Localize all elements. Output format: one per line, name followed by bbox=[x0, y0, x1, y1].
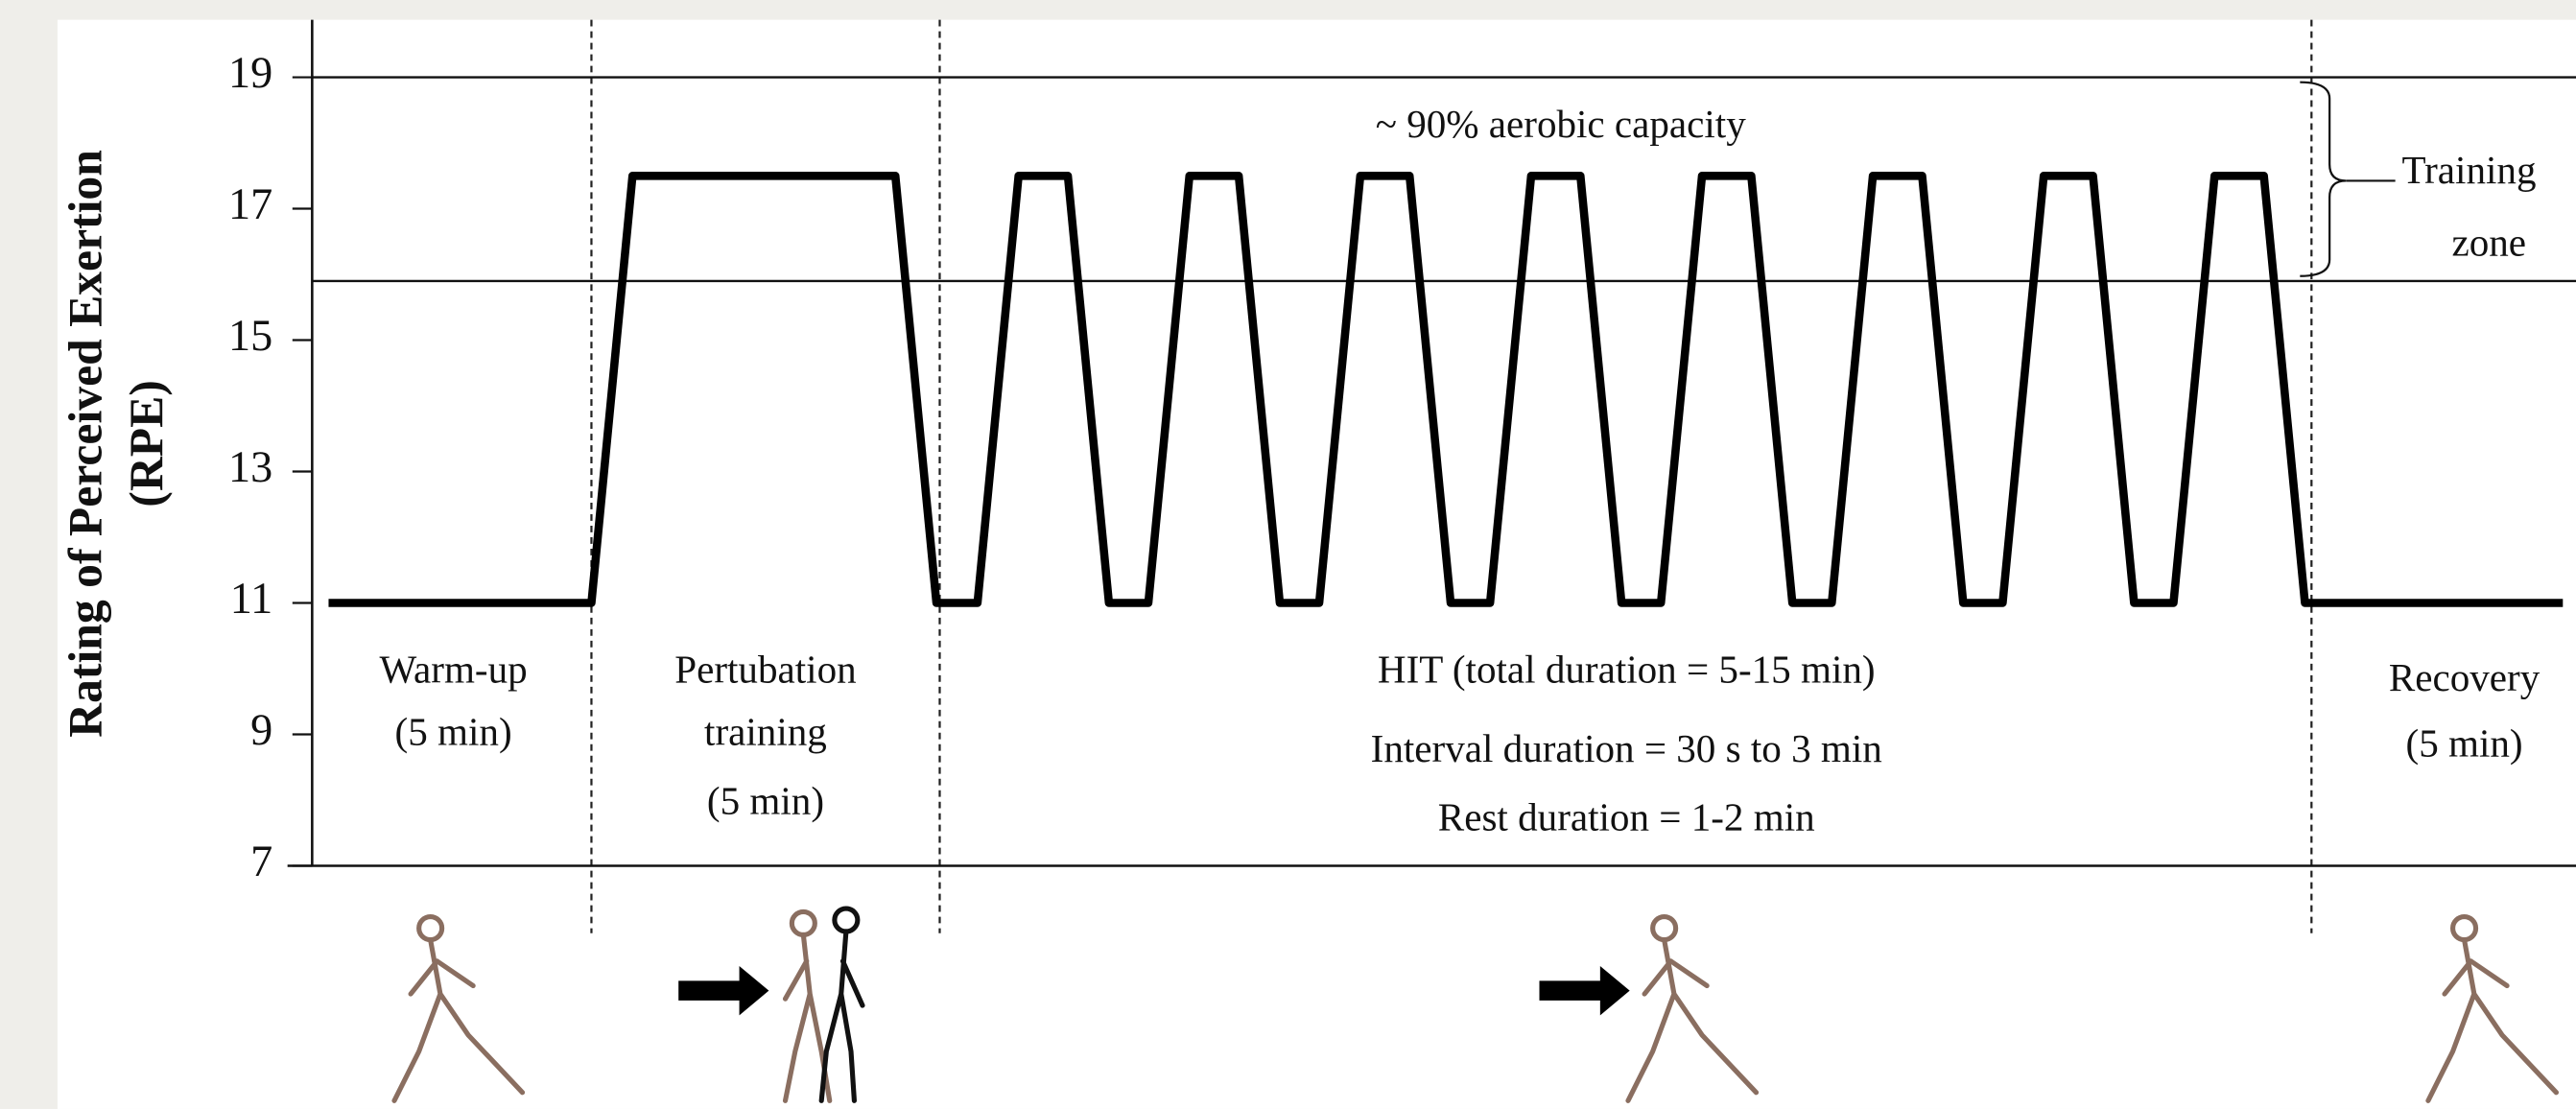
phase-dividers bbox=[590, 19, 2313, 933]
runner-icon bbox=[2425, 914, 2560, 1103]
phase-label: Rest duration = 1-2 min bbox=[1438, 795, 1815, 839]
arrow bbox=[678, 965, 769, 1016]
runner-icon bbox=[782, 908, 833, 1103]
y-tick-label: 9 bbox=[250, 705, 272, 754]
arrow bbox=[1539, 965, 1630, 1016]
y-tick-label: 19 bbox=[228, 48, 272, 97]
phase-label: Recovery bbox=[2389, 655, 2541, 699]
arrows bbox=[678, 965, 1630, 1016]
runner-icon bbox=[391, 914, 526, 1103]
phase-label: (5 min) bbox=[2406, 721, 2523, 766]
phase-label: training bbox=[704, 710, 827, 754]
y-tick-label: 7 bbox=[250, 837, 272, 885]
y-tick-label: 11 bbox=[230, 574, 273, 623]
y-tick-label: 13 bbox=[228, 442, 272, 491]
phase-label: Pertubation bbox=[674, 648, 856, 692]
phase-label: Warm-up bbox=[380, 648, 528, 692]
rpe-line bbox=[328, 172, 2564, 607]
phase-label: HIT (total duration = 5-15 min) bbox=[1378, 648, 1876, 692]
y-axis-label: (RPE) bbox=[120, 380, 173, 507]
annotation: ~ 90% aerobic capacity bbox=[1376, 102, 1746, 146]
zone-label: Training bbox=[2401, 148, 2536, 192]
phase-label: Interval duration = 30 s to 3 min bbox=[1371, 726, 1882, 770]
zone-label: zone bbox=[2451, 220, 2526, 264]
runner-icon bbox=[818, 906, 865, 1103]
phase-label: (5 min) bbox=[395, 710, 512, 754]
plot-background bbox=[57, 19, 2576, 1109]
phase-label: (5 min) bbox=[707, 779, 824, 823]
y-tick-label: 15 bbox=[228, 311, 272, 360]
runner-icons bbox=[391, 906, 2560, 1103]
runner-icon bbox=[1625, 914, 1760, 1103]
y-tick-label: 17 bbox=[228, 179, 272, 228]
y-axis-label: Rating of Perceived Exertion bbox=[59, 150, 112, 738]
